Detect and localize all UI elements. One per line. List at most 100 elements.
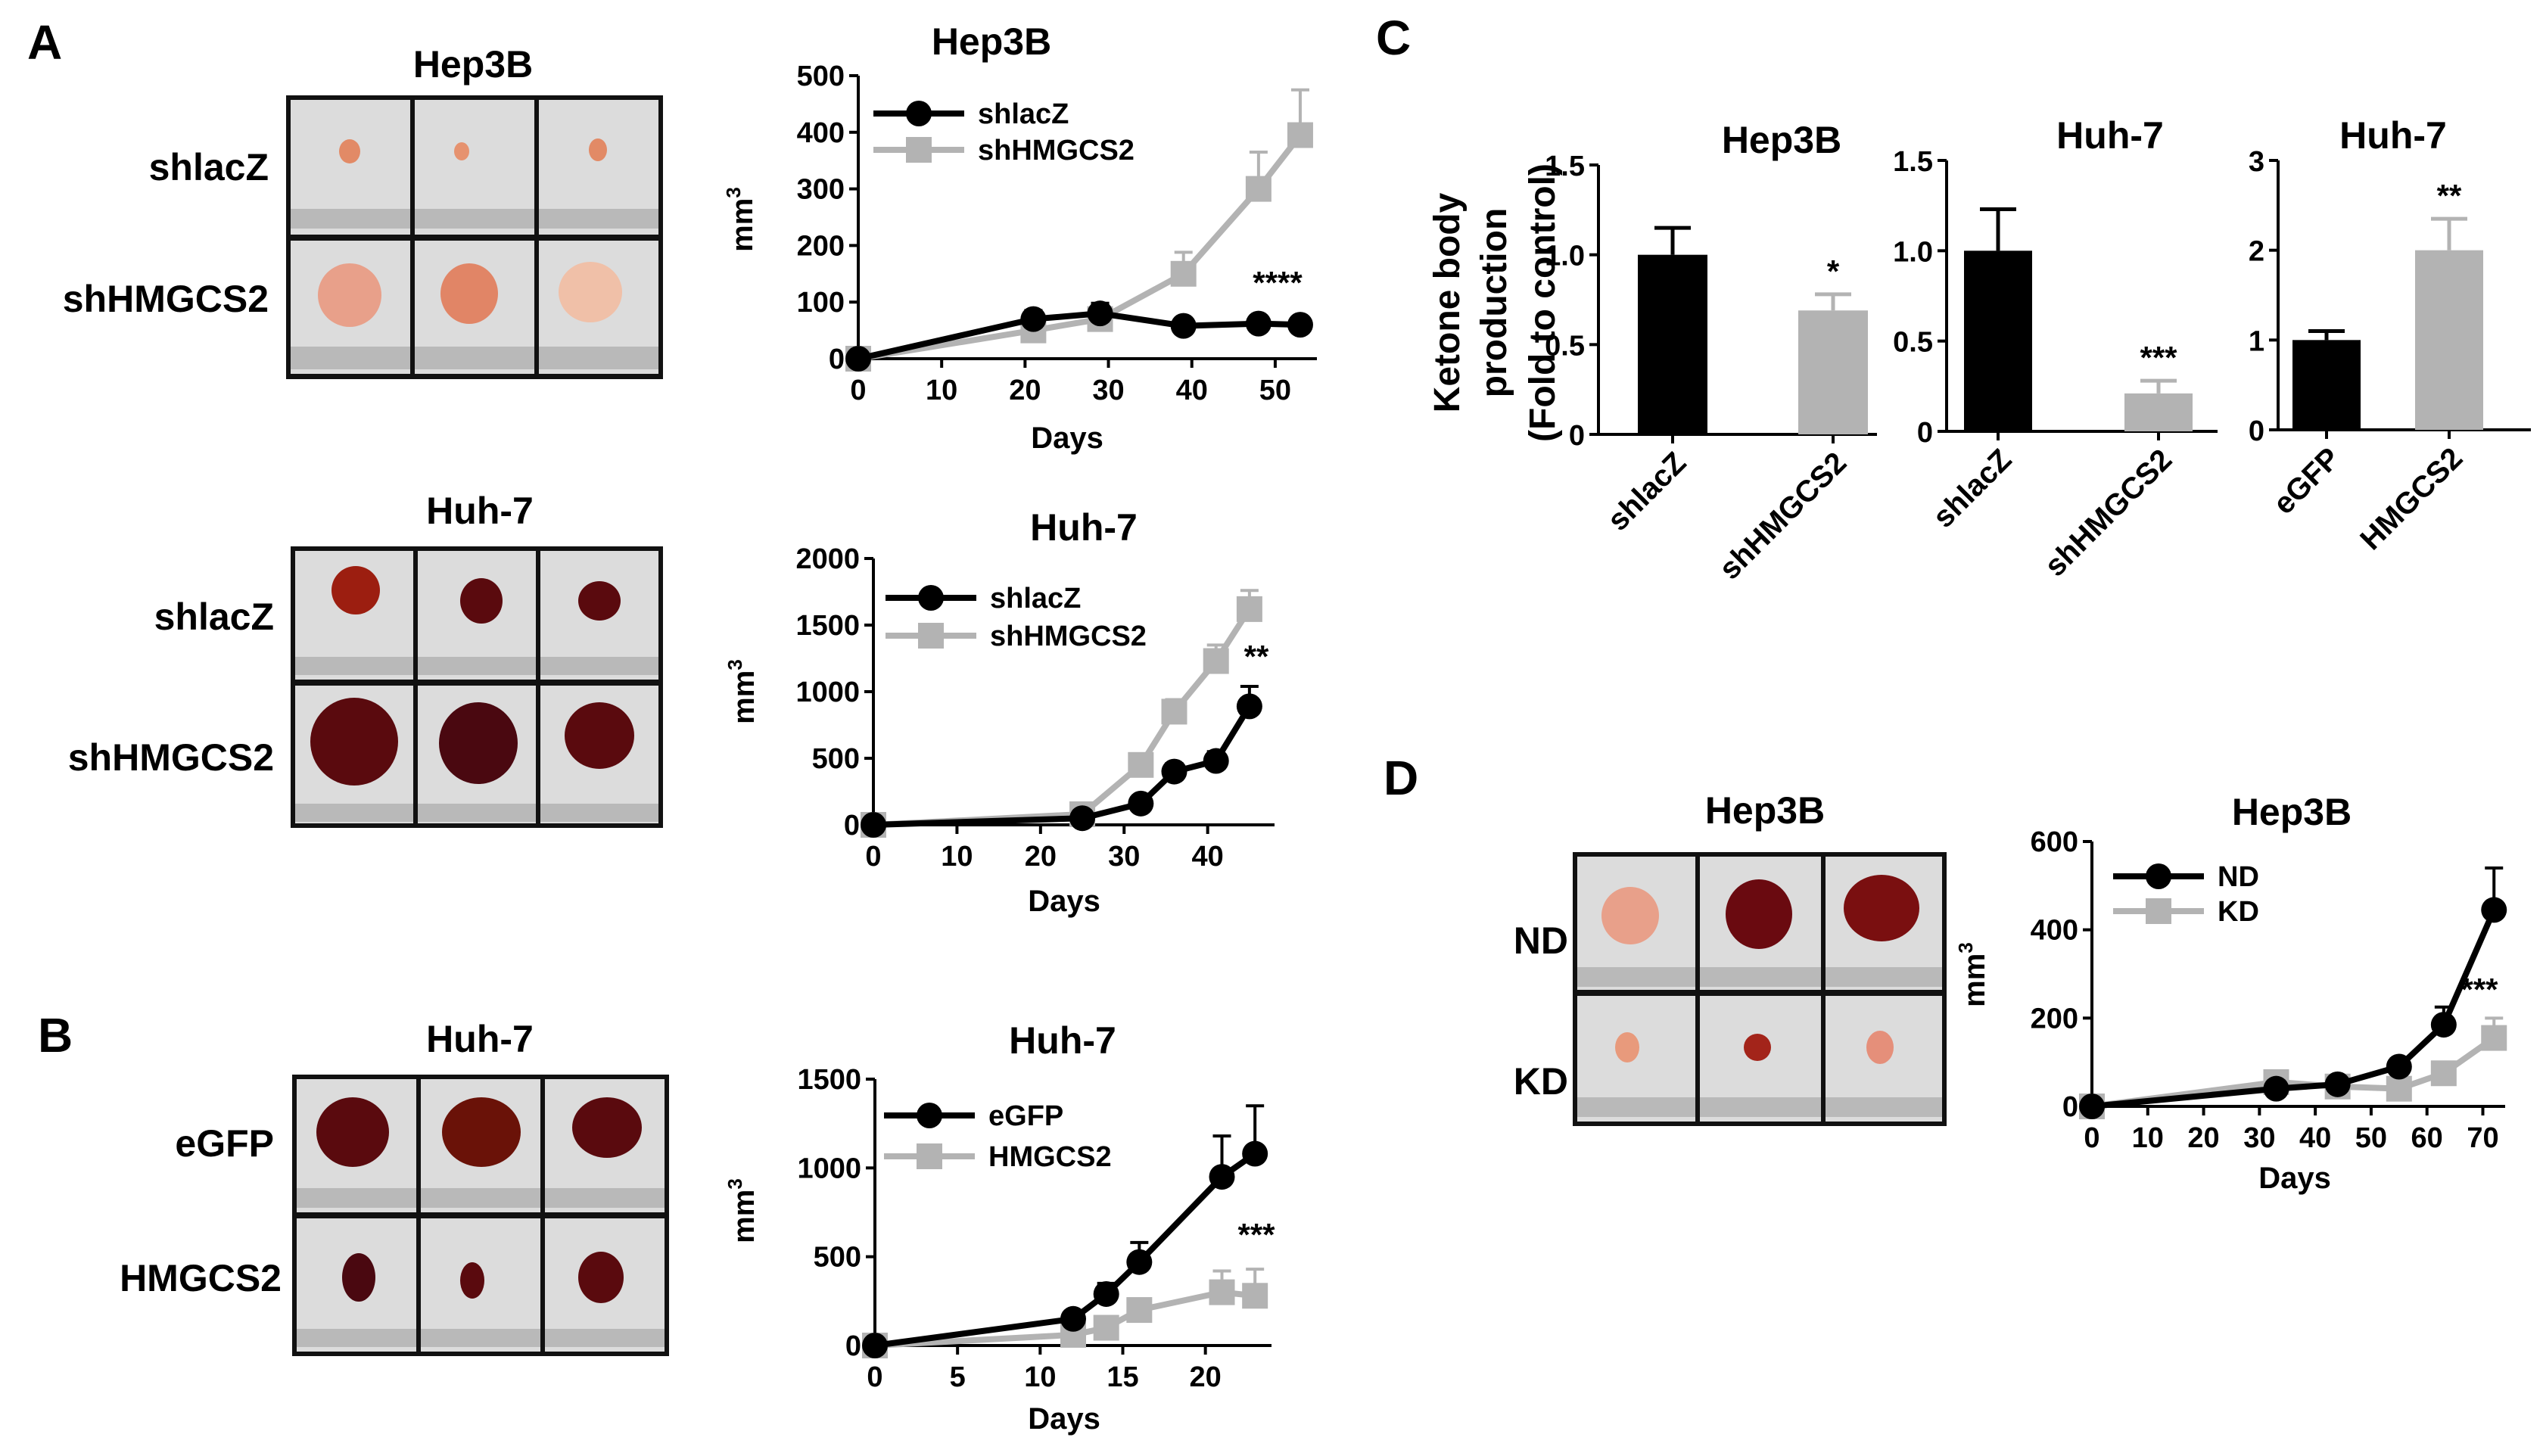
y-tick-label: 0 bbox=[1569, 420, 1585, 452]
data-point bbox=[1209, 1279, 1235, 1305]
data-point bbox=[1161, 698, 1187, 725]
data-point bbox=[1170, 313, 1197, 339]
ruler bbox=[295, 657, 413, 675]
y-tick-label: 2 bbox=[2249, 236, 2264, 268]
data-point bbox=[2386, 1053, 2412, 1080]
significance-marker: *** bbox=[1237, 1217, 1275, 1252]
data-point bbox=[1093, 1314, 1119, 1341]
data-point bbox=[1060, 1305, 1086, 1332]
tumor bbox=[1601, 887, 1659, 944]
legend-marker bbox=[918, 585, 944, 611]
tumor bbox=[572, 1097, 642, 1158]
y-axis-label: Ketone body bbox=[1427, 192, 1468, 412]
tumor bbox=[318, 263, 381, 327]
y-axis-label: (Fold to control) bbox=[1523, 163, 1563, 442]
x-axis-label: Days bbox=[1028, 1402, 1100, 1436]
ruler bbox=[539, 347, 658, 369]
tumor bbox=[339, 139, 360, 163]
bar-shlacz bbox=[1964, 250, 2032, 431]
y-tick-label: 1000 bbox=[797, 1153, 861, 1184]
tumor bbox=[1744, 1034, 1771, 1061]
category-label: eGFP bbox=[2267, 441, 2346, 521]
category-label: shlacZ bbox=[1927, 443, 2019, 534]
chart-c-huh7-ketone-overexpression: Huh-7 0 1 2 3 eGFP HMGCS2 ** bbox=[2249, 114, 2531, 556]
tumor bbox=[460, 1262, 484, 1299]
x-tick-label: 20 bbox=[1190, 1361, 1222, 1393]
panel-label-d: D bbox=[1384, 751, 1418, 805]
y-axis-label: production bbox=[1474, 208, 1514, 398]
chart-b-huh7-tumor-growth: Huh-7 0 500 1000 1500 0 5 10 15 20 Days mm3 eGFP HMGC… bbox=[724, 1019, 1275, 1436]
ruler bbox=[418, 804, 536, 822]
data-point bbox=[1128, 751, 1154, 778]
y-tick-label: 0 bbox=[2062, 1091, 2078, 1123]
significance-marker: **** bbox=[1253, 265, 1303, 300]
y-tick-label: 100 bbox=[797, 287, 845, 319]
tumor bbox=[439, 702, 518, 784]
x-tick-label: 10 bbox=[926, 375, 957, 406]
x-axis-label: Days bbox=[1028, 885, 1100, 918]
data-point bbox=[1209, 1164, 1235, 1190]
tumor bbox=[559, 262, 622, 322]
y-tick-label: 0.5 bbox=[1545, 330, 1585, 362]
y-tick-label: 400 bbox=[2031, 915, 2078, 947]
data-point bbox=[1126, 1297, 1153, 1324]
x-tick-label: 60 bbox=[2411, 1122, 2443, 1154]
legend-label: shlacZ bbox=[978, 98, 1069, 130]
ruler bbox=[295, 804, 413, 822]
bar-shhmgcs2 bbox=[1798, 310, 1868, 434]
photo-title: Hep3B bbox=[1705, 789, 1825, 832]
significance-marker: *** bbox=[2461, 972, 2498, 1007]
x-tick-label: 10 bbox=[2132, 1122, 2164, 1154]
legend-marker bbox=[917, 1103, 942, 1128]
legend-label: shHMGCS2 bbox=[990, 621, 1147, 652]
data-point bbox=[2481, 1025, 2507, 1051]
y-tick-label: 1.5 bbox=[1545, 151, 1585, 182]
data-point bbox=[1287, 312, 1313, 338]
legend-label: KD bbox=[2218, 896, 2259, 928]
x-tick-label: 40 bbox=[1192, 841, 1224, 873]
tumor bbox=[310, 698, 398, 786]
y-tick-label: 0 bbox=[845, 1330, 861, 1362]
tumor bbox=[565, 702, 634, 769]
ruler bbox=[545, 1329, 665, 1347]
tumor bbox=[1844, 875, 1919, 941]
data-point bbox=[1242, 1283, 1268, 1309]
ruler bbox=[545, 1188, 665, 1208]
ruler bbox=[1700, 1097, 1821, 1117]
y-tick-label: 1 bbox=[2249, 325, 2264, 357]
data-point bbox=[2386, 1075, 2412, 1102]
ruler bbox=[297, 1329, 416, 1347]
legend-label: HMGCS2 bbox=[988, 1141, 1112, 1173]
x-tick-label: 50 bbox=[1259, 375, 1291, 406]
panel-label-a: A bbox=[27, 15, 62, 70]
tumor bbox=[1866, 1031, 1894, 1064]
tumor bbox=[460, 578, 503, 624]
legend-marker bbox=[2146, 863, 2171, 889]
data-point bbox=[1069, 805, 1096, 832]
x-tick-label: 30 bbox=[1092, 375, 1124, 406]
significance-marker: ** bbox=[2437, 178, 2462, 213]
y-tick-label: 1.0 bbox=[1893, 236, 1933, 268]
data-point bbox=[845, 346, 871, 372]
tumor bbox=[1726, 879, 1792, 949]
photo-group-a-huh7: Huh-7 shlacZ shHMGCS2 bbox=[68, 490, 663, 828]
category-label: shlacZ bbox=[1601, 446, 1693, 537]
ruler bbox=[415, 347, 534, 369]
chart-title: Huh-7 bbox=[1009, 1019, 1116, 1062]
row-label: KD bbox=[1514, 1060, 1568, 1103]
data-point bbox=[1287, 122, 1313, 148]
row-label: HMGCS2 bbox=[120, 1257, 282, 1299]
x-axis-label: Days bbox=[2258, 1162, 2331, 1195]
data-point bbox=[2079, 1094, 2105, 1119]
data-point bbox=[2324, 1071, 2351, 1097]
data-point bbox=[861, 812, 886, 838]
photo-title: Huh-7 bbox=[426, 1018, 534, 1060]
y-tick-label: 500 bbox=[797, 61, 845, 92]
x-tick-label: 40 bbox=[1176, 375, 1208, 406]
x-tick-label: 30 bbox=[2243, 1122, 2275, 1154]
chart-a-hep3b-tumor-growth: Hep3B 0 100 200 300 400 500 0 10 20 30 40 50 Days mm3 s… bbox=[722, 20, 1317, 455]
ruler bbox=[1700, 967, 1821, 987]
tumor-photos bbox=[291, 100, 658, 374]
tumor bbox=[578, 581, 621, 621]
